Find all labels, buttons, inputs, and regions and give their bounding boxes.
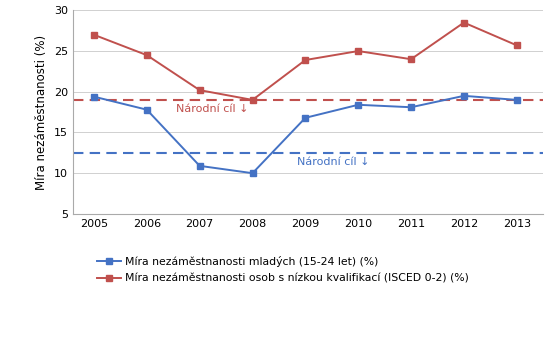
Text: Národní cíl ↓: Národní cíl ↓ <box>297 157 370 167</box>
Text: Národní cíl ↓: Národní cíl ↓ <box>176 104 249 114</box>
Legend: Míra nezáměstnanosti mladých (15-24 let) (%), Míra nezáměstnanosti osob s nízkou: Míra nezáměstnanosti mladých (15-24 let)… <box>97 256 469 284</box>
Y-axis label: Míra nezáměstnanosti (%): Míra nezáměstnanosti (%) <box>35 34 48 190</box>
